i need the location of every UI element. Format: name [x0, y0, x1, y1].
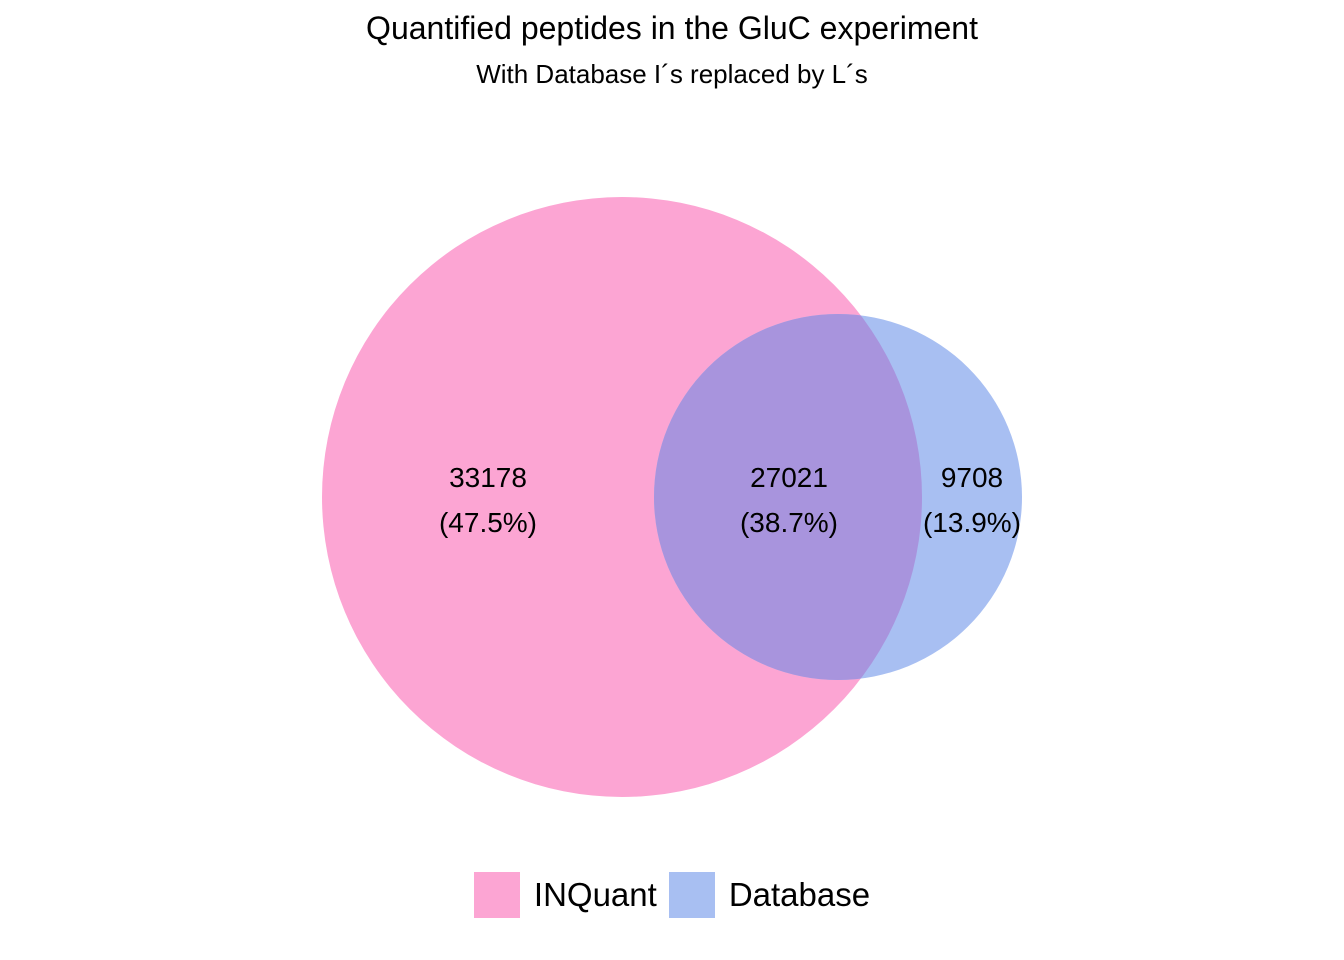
legend-label-inquant: INQuant [533, 876, 657, 913]
inquant-only-count: 33178 [449, 462, 527, 493]
database-only-percent: (13.9%) [923, 507, 1021, 538]
diagram-subtitle: With Database I´s replaced by L´s [476, 59, 868, 89]
legend-swatch-inquant [473, 872, 520, 918]
legend-item-database: Database [668, 872, 871, 918]
overlap-region [654, 314, 922, 680]
overlap-count: 27021 [750, 462, 828, 493]
overlap-percent: (38.7%) [740, 507, 838, 538]
legend: INQuant Database [0, 872, 1344, 918]
inquant-only-percent: (47.5%) [439, 507, 537, 538]
legend-label-database: Database [728, 876, 871, 913]
diagram-title: Quantified peptides in the GluC experime… [366, 10, 978, 46]
legend-swatch-database [668, 872, 715, 918]
legend-item-inquant: INQuant [473, 872, 657, 918]
database-only-count: 9708 [941, 462, 1003, 493]
